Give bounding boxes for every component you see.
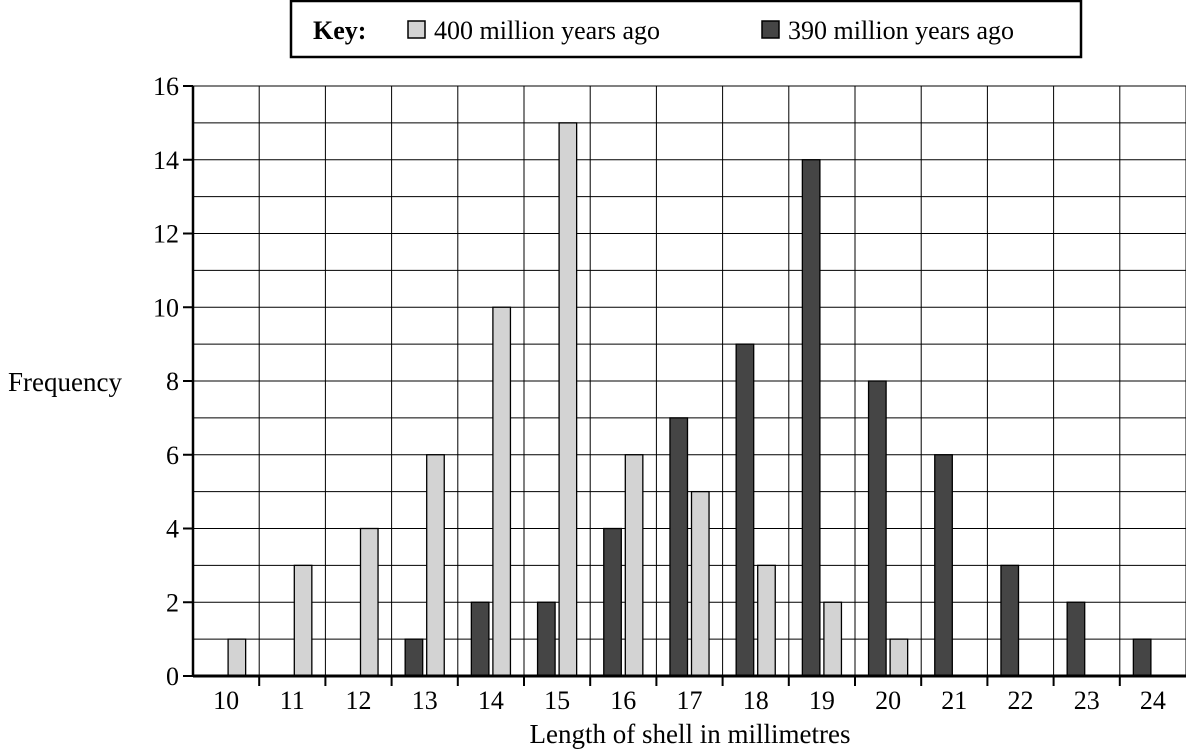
x-tick-label: 11 (280, 686, 305, 715)
bar-390-17 (669, 417, 689, 677)
x-tick-label: 13 (412, 686, 438, 715)
y-tick-label: 4 (166, 515, 179, 544)
x-tick-label: 10 (213, 686, 239, 715)
bar-390-20 (867, 380, 887, 677)
x-tick-label: 22 (1008, 686, 1034, 715)
bar-400-20 (889, 638, 909, 677)
x-tick-label: 21 (941, 686, 967, 715)
legend-label-390: 390 million years ago (788, 16, 1014, 45)
x-tick-label: 12 (346, 686, 372, 715)
bar-400-15 (558, 122, 578, 677)
bars (227, 122, 1152, 677)
x-axis-title: Length of shell in millimetres (530, 719, 851, 749)
y-tick-label: 10 (153, 293, 179, 322)
x-tick-label: 16 (610, 686, 636, 715)
grid (193, 85, 1186, 676)
y-tick-label: 0 (166, 662, 179, 691)
x-tick-label: 20 (875, 686, 901, 715)
bar-390-19 (801, 159, 821, 677)
x-tick-label: 17 (677, 686, 703, 715)
x-tick-label: 23 (1074, 686, 1100, 715)
bar-390-24 (1132, 638, 1152, 677)
bar-400-13 (426, 454, 445, 677)
y-tick-label: 12 (153, 220, 179, 249)
y-tick-label: 16 (153, 72, 179, 101)
x-tick-label: 19 (809, 686, 835, 715)
legend-title: Key: (313, 16, 366, 45)
bar-390-13 (404, 638, 424, 677)
bar-400-19 (823, 601, 843, 677)
y-tick-labels: 0 2 4 6 8 10 12 14 16 (153, 72, 179, 691)
bar-390-21 (934, 454, 953, 677)
x-tick-label: 18 (743, 686, 769, 715)
bar-400-11 (293, 564, 313, 677)
bar-390-18 (735, 343, 755, 677)
x-tick-labels: 10 11 12 13 14 15 16 17 18 19 20 21 22 23 24 (213, 686, 1166, 715)
legend-label-400: 400 million years ago (434, 16, 660, 45)
y-tick-label: 2 (166, 588, 179, 617)
bar-400-17 (690, 490, 710, 677)
bar-390-23 (1066, 601, 1086, 677)
bar-400-14 (492, 306, 512, 677)
y-tick-label: 14 (153, 146, 179, 175)
bar-390-14 (470, 601, 490, 677)
legend-swatch-390 (761, 20, 780, 39)
bar-400-10 (227, 638, 247, 677)
x-tick-label: 24 (1140, 686, 1166, 715)
bar-390-22 (1000, 564, 1020, 677)
bar-390-15 (536, 601, 556, 677)
bar-400-12 (359, 527, 379, 677)
x-tick-label: 15 (544, 686, 570, 715)
x-tick-label: 14 (478, 686, 504, 715)
legend-swatch-400 (407, 20, 426, 39)
y-axis-title: Frequency (8, 367, 122, 397)
y-tick-label: 8 (166, 367, 179, 396)
bar-400-18 (757, 564, 776, 677)
bar-390-16 (603, 527, 622, 677)
y-tick-label: 6 (166, 441, 179, 470)
legend: Key: 400 million years ago 390 million y… (289, 0, 1083, 59)
axes (183, 85, 1186, 686)
bar-400-16 (624, 454, 644, 677)
